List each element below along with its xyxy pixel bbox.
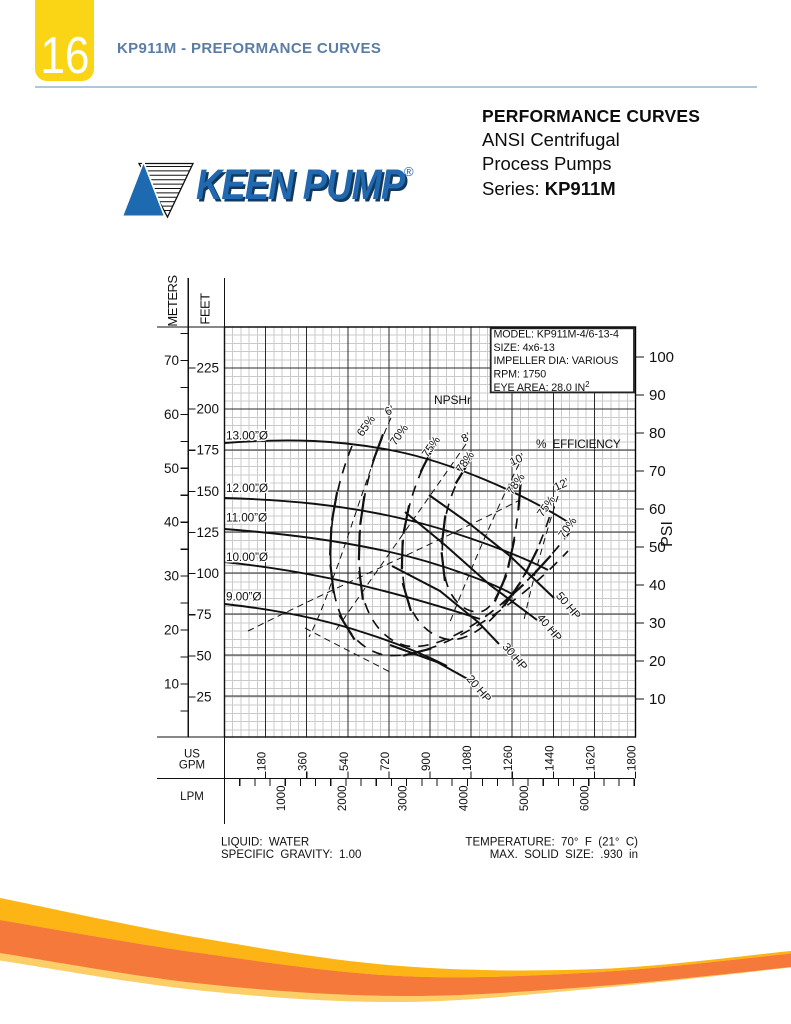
- svg-text:1800: 1800: [627, 745, 639, 771]
- svg-text:10: 10: [649, 691, 666, 708]
- svg-text:50: 50: [649, 539, 666, 556]
- svg-text:60: 60: [649, 501, 666, 518]
- svg-text:SIZE: 4x6-13: SIZE: 4x6-13: [494, 342, 555, 354]
- svg-text:LIQUID: WATER: LIQUID: WATER: [221, 837, 309, 849]
- svg-text:50: 50: [164, 461, 179, 476]
- svg-text:3000: 3000: [398, 786, 410, 812]
- svg-text:70%: 70%: [388, 423, 411, 448]
- svg-text:60: 60: [164, 407, 179, 422]
- svg-text:5000: 5000: [519, 786, 531, 812]
- svg-text:METERS: METERS: [165, 275, 180, 327]
- svg-text:US: US: [184, 749, 200, 761]
- svg-text:GPM: GPM: [179, 760, 205, 772]
- svg-text:10.00”Ø: 10.00”Ø: [226, 550, 268, 564]
- svg-text:6000: 6000: [580, 786, 592, 812]
- svg-text:4000: 4000: [458, 786, 470, 812]
- svg-text:20 HP: 20 HP: [464, 673, 494, 705]
- svg-text:150: 150: [197, 484, 220, 499]
- svg-text:1620: 1620: [585, 745, 597, 771]
- svg-text:MODEL: KP911M-4/6-13-4: MODEL: KP911M-4/6-13-4: [494, 329, 619, 341]
- svg-text:25: 25: [197, 689, 212, 704]
- svg-text:180: 180: [257, 752, 269, 771]
- svg-text:LPM: LPM: [180, 791, 204, 803]
- svg-text:40: 40: [164, 515, 179, 530]
- svg-text:1440: 1440: [544, 745, 556, 771]
- svg-text:900: 900: [421, 752, 433, 771]
- svg-text:10: 10: [164, 677, 179, 692]
- svg-text:75: 75: [197, 607, 212, 622]
- svg-text:78%: 78%: [454, 450, 477, 475]
- svg-text:40: 40: [649, 577, 666, 594]
- svg-text:720: 720: [380, 752, 392, 771]
- svg-text:100: 100: [649, 349, 674, 366]
- svg-text:NPSHr: NPSHr: [434, 393, 471, 407]
- svg-text:20: 20: [164, 623, 179, 638]
- svg-text:% EFFICIENCY: % EFFICIENCY: [536, 437, 621, 451]
- svg-text:PSI: PSI: [659, 521, 676, 547]
- svg-text:1080: 1080: [462, 745, 474, 771]
- svg-text:70%: 70%: [557, 515, 580, 540]
- svg-text:100: 100: [197, 566, 220, 581]
- svg-text:11.00”Ø: 11.00”Ø: [226, 511, 267, 525]
- svg-text:IMPELLER DIA: VARIOUS: IMPELLER DIA: VARIOUS: [494, 355, 619, 367]
- svg-text:70: 70: [164, 353, 179, 368]
- svg-text:540: 540: [339, 752, 351, 771]
- svg-text:225: 225: [197, 361, 220, 376]
- svg-text:2000: 2000: [337, 786, 349, 812]
- svg-text:50: 50: [197, 648, 212, 663]
- svg-text:TEMPERATURE: 70° F (21° C): TEMPERATURE: 70° F (21° C): [465, 837, 638, 849]
- svg-text:FEET: FEET: [198, 293, 213, 325]
- svg-text:80: 80: [649, 425, 666, 442]
- svg-text:30: 30: [649, 615, 666, 632]
- svg-text:EYE AREA: 28.0 IN2: EYE AREA: 28.0 IN2: [494, 380, 591, 394]
- svg-text:KEEN PUMP: KEEN PUMP: [196, 161, 406, 209]
- svg-text:20: 20: [649, 653, 666, 670]
- svg-text:RPM: 1750: RPM: 1750: [494, 369, 547, 381]
- svg-text:SPECIFIC GRAVITY: 1.00: SPECIFIC GRAVITY: 1.00: [221, 849, 361, 861]
- svg-text:9.00”Ø: 9.00”Ø: [226, 590, 261, 604]
- svg-text:200: 200: [197, 402, 220, 417]
- svg-text:12.00”Ø: 12.00”Ø: [226, 481, 268, 495]
- svg-text:75%: 75%: [420, 435, 443, 460]
- svg-text:1000: 1000: [276, 786, 288, 812]
- svg-text:1260: 1260: [503, 745, 515, 771]
- svg-text:125: 125: [197, 525, 220, 540]
- svg-text:90: 90: [649, 387, 666, 404]
- svg-text:30: 30: [164, 569, 179, 584]
- svg-text:175: 175: [197, 443, 220, 458]
- svg-text:MAX. SOLID SIZE: .930 in: MAX. SOLID SIZE: .930 in: [490, 849, 638, 861]
- svg-text:70: 70: [649, 463, 666, 480]
- svg-text:6’: 6’: [383, 404, 396, 419]
- svg-text:360: 360: [298, 752, 310, 771]
- svg-text:®: ®: [404, 164, 414, 179]
- svg-text:13.00”Ø: 13.00”Ø: [226, 429, 268, 443]
